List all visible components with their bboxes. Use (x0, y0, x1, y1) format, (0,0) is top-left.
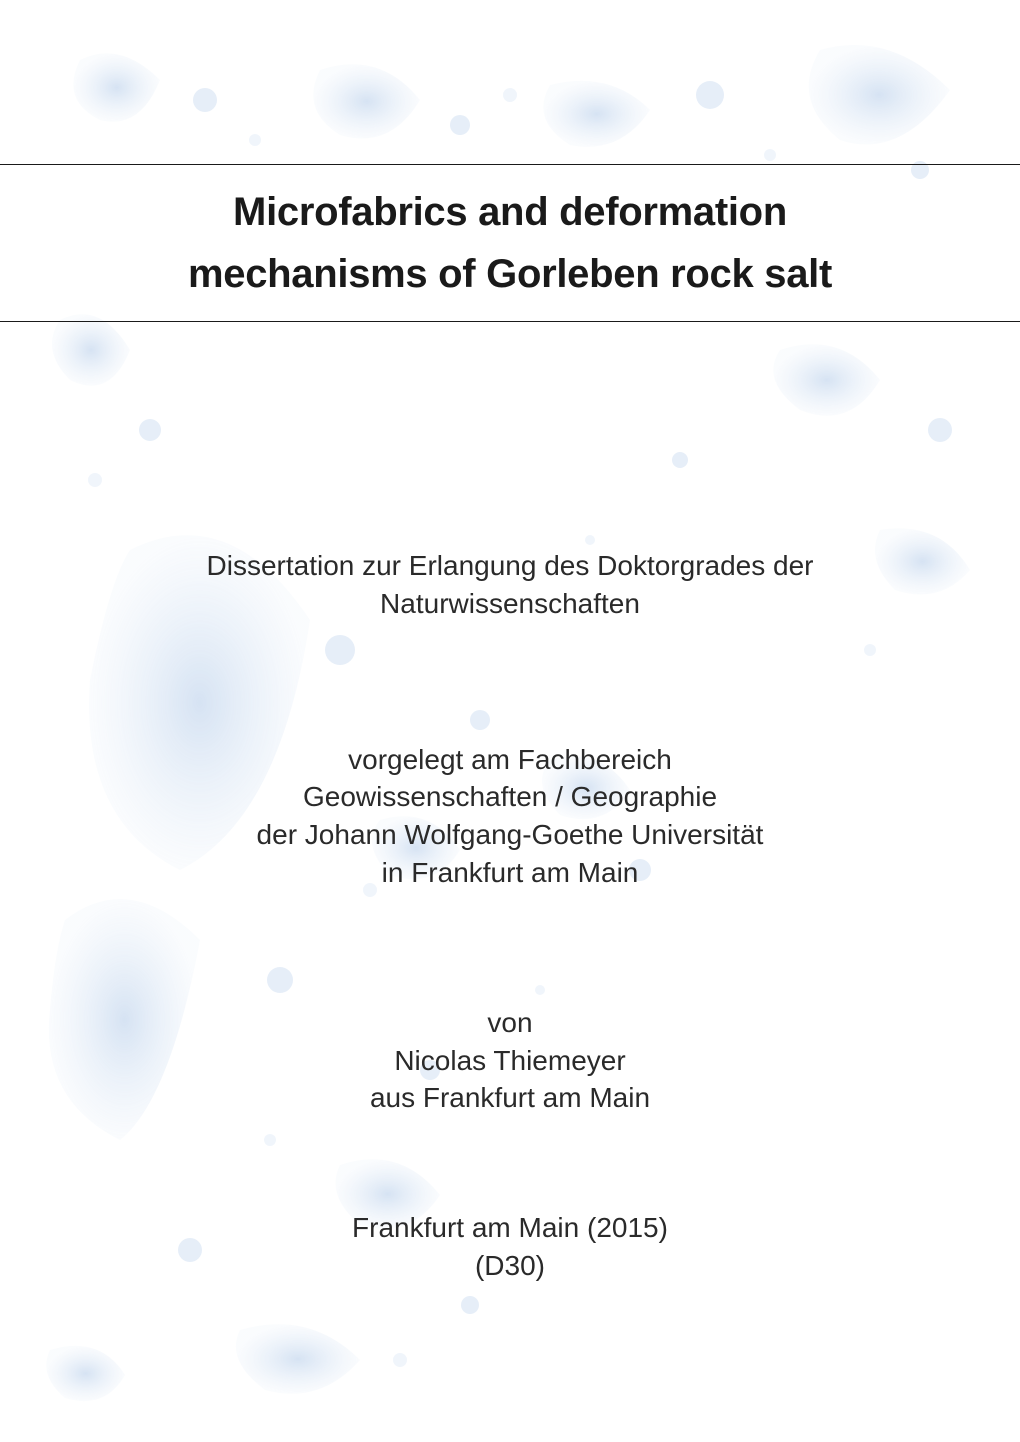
top-spacer (0, 0, 1020, 164)
author-block: von Nicolas Thiemeyer aus Frankfurt am M… (0, 1004, 1020, 1117)
footer-line-2: (D30) (80, 1247, 940, 1285)
department-line-1: vorgelegt am Fachbereich (80, 741, 940, 779)
dissertation-line-2: Naturwissenschaften (80, 585, 940, 623)
footer-line-1: Frankfurt am Main (2015) (80, 1209, 940, 1247)
department-line-4: in Frankfurt am Main (80, 854, 940, 892)
spacer-2 (0, 623, 1020, 741)
department-line-2: Geowissenschaften / Geographie (80, 778, 940, 816)
title-block: Microfabrics and deformation mechanisms … (0, 165, 1020, 321)
page-content: Microfabrics and deformation mechanisms … (0, 0, 1020, 1442)
title-line-2: mechanisms of Gorleben rock salt (60, 243, 960, 305)
spacer-4 (0, 1117, 1020, 1209)
spacer-3 (0, 892, 1020, 1004)
dissertation-line-1: Dissertation zur Erlangung des Doktorgra… (80, 547, 940, 585)
author-line-2: Nicolas Thiemeyer (80, 1042, 940, 1080)
title-line-1: Microfabrics and deformation (60, 181, 960, 243)
spacer-1 (0, 322, 1020, 547)
dissertation-note: Dissertation zur Erlangung des Doktorgra… (0, 547, 1020, 623)
department-block: vorgelegt am Fachbereich Geowissenschaft… (0, 741, 1020, 892)
footer-block: Frankfurt am Main (2015) (D30) (0, 1209, 1020, 1285)
author-line-3: aus Frankfurt am Main (80, 1079, 940, 1117)
author-line-1: von (80, 1004, 940, 1042)
department-line-3: der Johann Wolfgang-Goethe Universität (80, 816, 940, 854)
